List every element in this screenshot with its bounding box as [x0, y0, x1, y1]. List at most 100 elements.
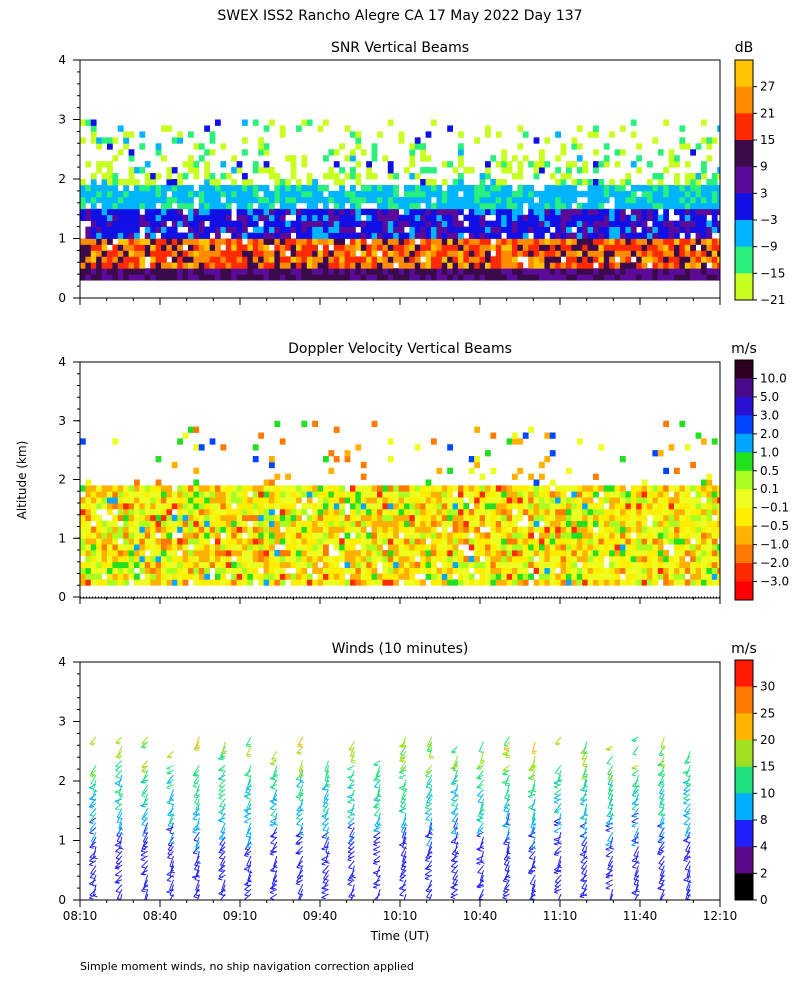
snr-cell: [555, 244, 561, 251]
snr-cell: [458, 155, 464, 162]
snr-cell: [636, 184, 642, 192]
snr-cell: [90, 274, 97, 281]
velocity-cell: [582, 579, 588, 586]
velocity-cell: [90, 567, 97, 574]
velocity-cell: [474, 532, 480, 539]
snr-cell: [317, 190, 324, 198]
velocity-cell: [150, 526, 156, 533]
velocity-cell: [393, 579, 399, 586]
snr-cell: [290, 155, 297, 162]
velocity-cell: [96, 579, 102, 586]
snr-cell: [501, 238, 507, 245]
velocity-cell: [447, 573, 453, 580]
snr-cell: [387, 262, 394, 269]
snr-cell: [134, 244, 140, 251]
snr-cell: [96, 220, 102, 227]
wind-barb-staff: [299, 822, 304, 834]
snr-cell: [684, 232, 691, 239]
velocity-cell: [711, 561, 718, 569]
snr-cell: [377, 190, 383, 198]
wind-barb-flag: [323, 878, 328, 881]
velocity-cell: [603, 579, 610, 586]
snr-cell: [717, 238, 720, 245]
snr-cell: [166, 226, 173, 233]
velocity-cell: [366, 567, 372, 574]
velocity-cell: [657, 491, 664, 498]
snr-cell: [323, 173, 329, 180]
velocity-cell: [593, 550, 599, 557]
velocity-cell: [269, 573, 275, 580]
velocity-cell: [301, 520, 308, 527]
snr-cell: [711, 208, 718, 216]
velocity-cell: [85, 567, 92, 574]
velocity-cell: [312, 561, 318, 569]
snr-cell: [360, 184, 367, 192]
velocity-cell: [112, 520, 119, 527]
wind-barb-flag: [296, 823, 301, 826]
snr-cell: [333, 208, 340, 216]
velocity-cell: [668, 514, 675, 522]
velocity-cell: [382, 561, 389, 569]
velocity-cell: [598, 550, 605, 557]
y-tick-label: 2: [58, 172, 66, 186]
velocity-cell: [80, 503, 86, 510]
snr-cell: [171, 137, 178, 144]
velocity-cell: [474, 579, 480, 586]
velocity-cell: [620, 567, 626, 574]
y-tick-label: 1: [58, 232, 66, 246]
wind-barb-flag: [195, 808, 200, 811]
wind-barb-staff: [115, 855, 123, 864]
velocity-cell: [479, 485, 486, 492]
snr-cell: [555, 226, 561, 233]
snr-cell: [576, 179, 583, 186]
velocity-cell: [90, 497, 97, 504]
velocity-cell: [614, 503, 621, 510]
velocity-cell: [144, 561, 151, 569]
velocity-cell: [382, 497, 389, 504]
snr-cell: [225, 214, 232, 222]
snr-cell: [263, 244, 270, 251]
velocity-cell: [258, 555, 264, 563]
snr-cell: [339, 214, 345, 222]
wind-barb-flag: [299, 768, 304, 771]
snr-cell: [398, 196, 405, 204]
velocity-cell: [414, 485, 421, 492]
velocity-cell: [636, 503, 642, 510]
snr-cell: [355, 196, 362, 204]
snr-cell: [134, 256, 140, 263]
velocity-cell: [436, 508, 443, 516]
velocity-cell: [101, 561, 108, 569]
velocity-cell: [566, 555, 572, 563]
velocity-cell: [630, 561, 637, 569]
velocity-cell: [290, 520, 297, 527]
snr-cell: [485, 244, 491, 251]
wind-barb-flag: [348, 896, 353, 899]
snr-cell: [323, 232, 329, 239]
snr-cell: [285, 155, 291, 162]
snr-cell: [247, 256, 254, 263]
snr-cell: [582, 214, 588, 222]
velocity-cell: [317, 503, 324, 510]
snr-cell: [96, 167, 102, 174]
wind-barb-flag: [141, 766, 146, 769]
snr-cell: [236, 262, 243, 269]
snr-cell: [317, 184, 324, 192]
snr-cell: [323, 214, 329, 222]
snr-cell: [544, 184, 551, 192]
velocity-cell: [333, 456, 340, 463]
snr-cell: [695, 196, 702, 204]
wind-barb-flag: [245, 745, 251, 748]
snr-cell: [490, 155, 497, 162]
wind-barb-flag: [193, 785, 198, 788]
velocity-cell: [96, 491, 102, 498]
snr-cell: [533, 244, 540, 251]
wind-barb-staff: [169, 822, 174, 834]
snr-cell: [101, 208, 108, 216]
snr-cell: [252, 208, 259, 216]
snr-cell: [506, 184, 513, 192]
snr-cell: [533, 262, 540, 269]
velocity-cell: [571, 508, 578, 516]
wind-barb-staff: [90, 765, 97, 775]
velocity-cell: [134, 514, 140, 522]
velocity-cell: [479, 561, 486, 569]
